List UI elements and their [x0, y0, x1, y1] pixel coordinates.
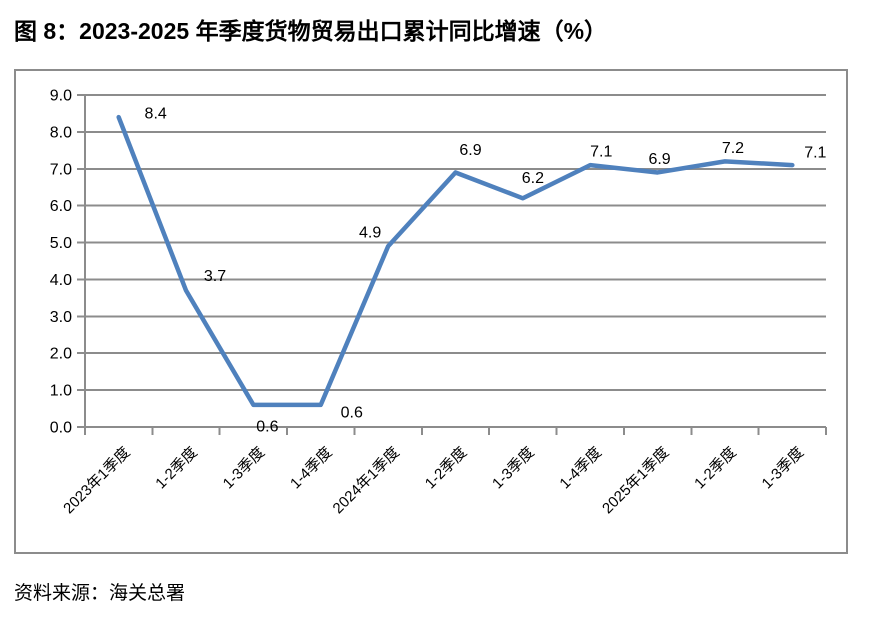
x-axis-label: 1-4季度 — [556, 444, 605, 493]
data-label: 6.9 — [648, 151, 670, 168]
x-axis-label: 1-2季度 — [152, 444, 201, 493]
y-axis-label: 2.0 — [50, 346, 72, 363]
y-axis-label: 4.0 — [50, 272, 72, 289]
data-label: 0.6 — [341, 404, 363, 421]
y-axis-label: 3.0 — [50, 309, 72, 326]
x-axis-label: 1-4季度 — [287, 444, 336, 493]
y-axis-label: 5.0 — [50, 235, 72, 252]
x-axis-label: 2024年1季度 — [330, 444, 403, 517]
data-label: 8.4 — [145, 106, 167, 123]
chart-area: 0.0 1.0 2.0 3.0 4.0 5.0 6.0 7.0 8.0 9.0 8.4 3.7 0.6 0… — [14, 69, 848, 554]
data-label: 7.1 — [804, 145, 826, 162]
y-axis-label: 9.0 — [50, 88, 72, 105]
data-label: 4.9 — [359, 225, 381, 242]
x-axis-label: 1-3季度 — [489, 444, 538, 493]
x-axis-label: 1-3季度 — [759, 444, 808, 493]
data-label: 6.9 — [459, 142, 481, 159]
x-axis-label: 2025年1季度 — [599, 444, 672, 517]
x-axis-label: 2023年1季度 — [60, 444, 133, 517]
data-label: 7.1 — [590, 144, 612, 161]
data-label: 6.2 — [522, 170, 544, 187]
data-label: 0.6 — [256, 418, 278, 435]
data-label: 7.2 — [722, 140, 744, 157]
y-axis-label: 0.0 — [50, 420, 72, 437]
data-label: 3.7 — [204, 268, 226, 285]
page-title: 图 8：2023-2025 年季度货物贸易出口累计同比增速（%） — [14, 18, 608, 44]
y-axis-label: 8.0 — [50, 124, 72, 141]
x-axis-label: 1-2季度 — [422, 444, 471, 493]
y-axis-label: 1.0 — [50, 383, 72, 400]
x-axis-label: 1-3季度 — [220, 444, 269, 493]
y-axis-label: 6.0 — [50, 198, 72, 215]
x-axis-label: 1-2季度 — [691, 444, 740, 493]
series-line — [116, 114, 795, 408]
source-note: 资料来源：海关总署 — [14, 583, 186, 604]
y-axis-label: 7.0 — [50, 161, 72, 178]
line-chart: 0.0 1.0 2.0 3.0 4.0 5.0 6.0 7.0 8.0 9.0 8.4 3.7 0.6 0… — [50, 88, 827, 517]
